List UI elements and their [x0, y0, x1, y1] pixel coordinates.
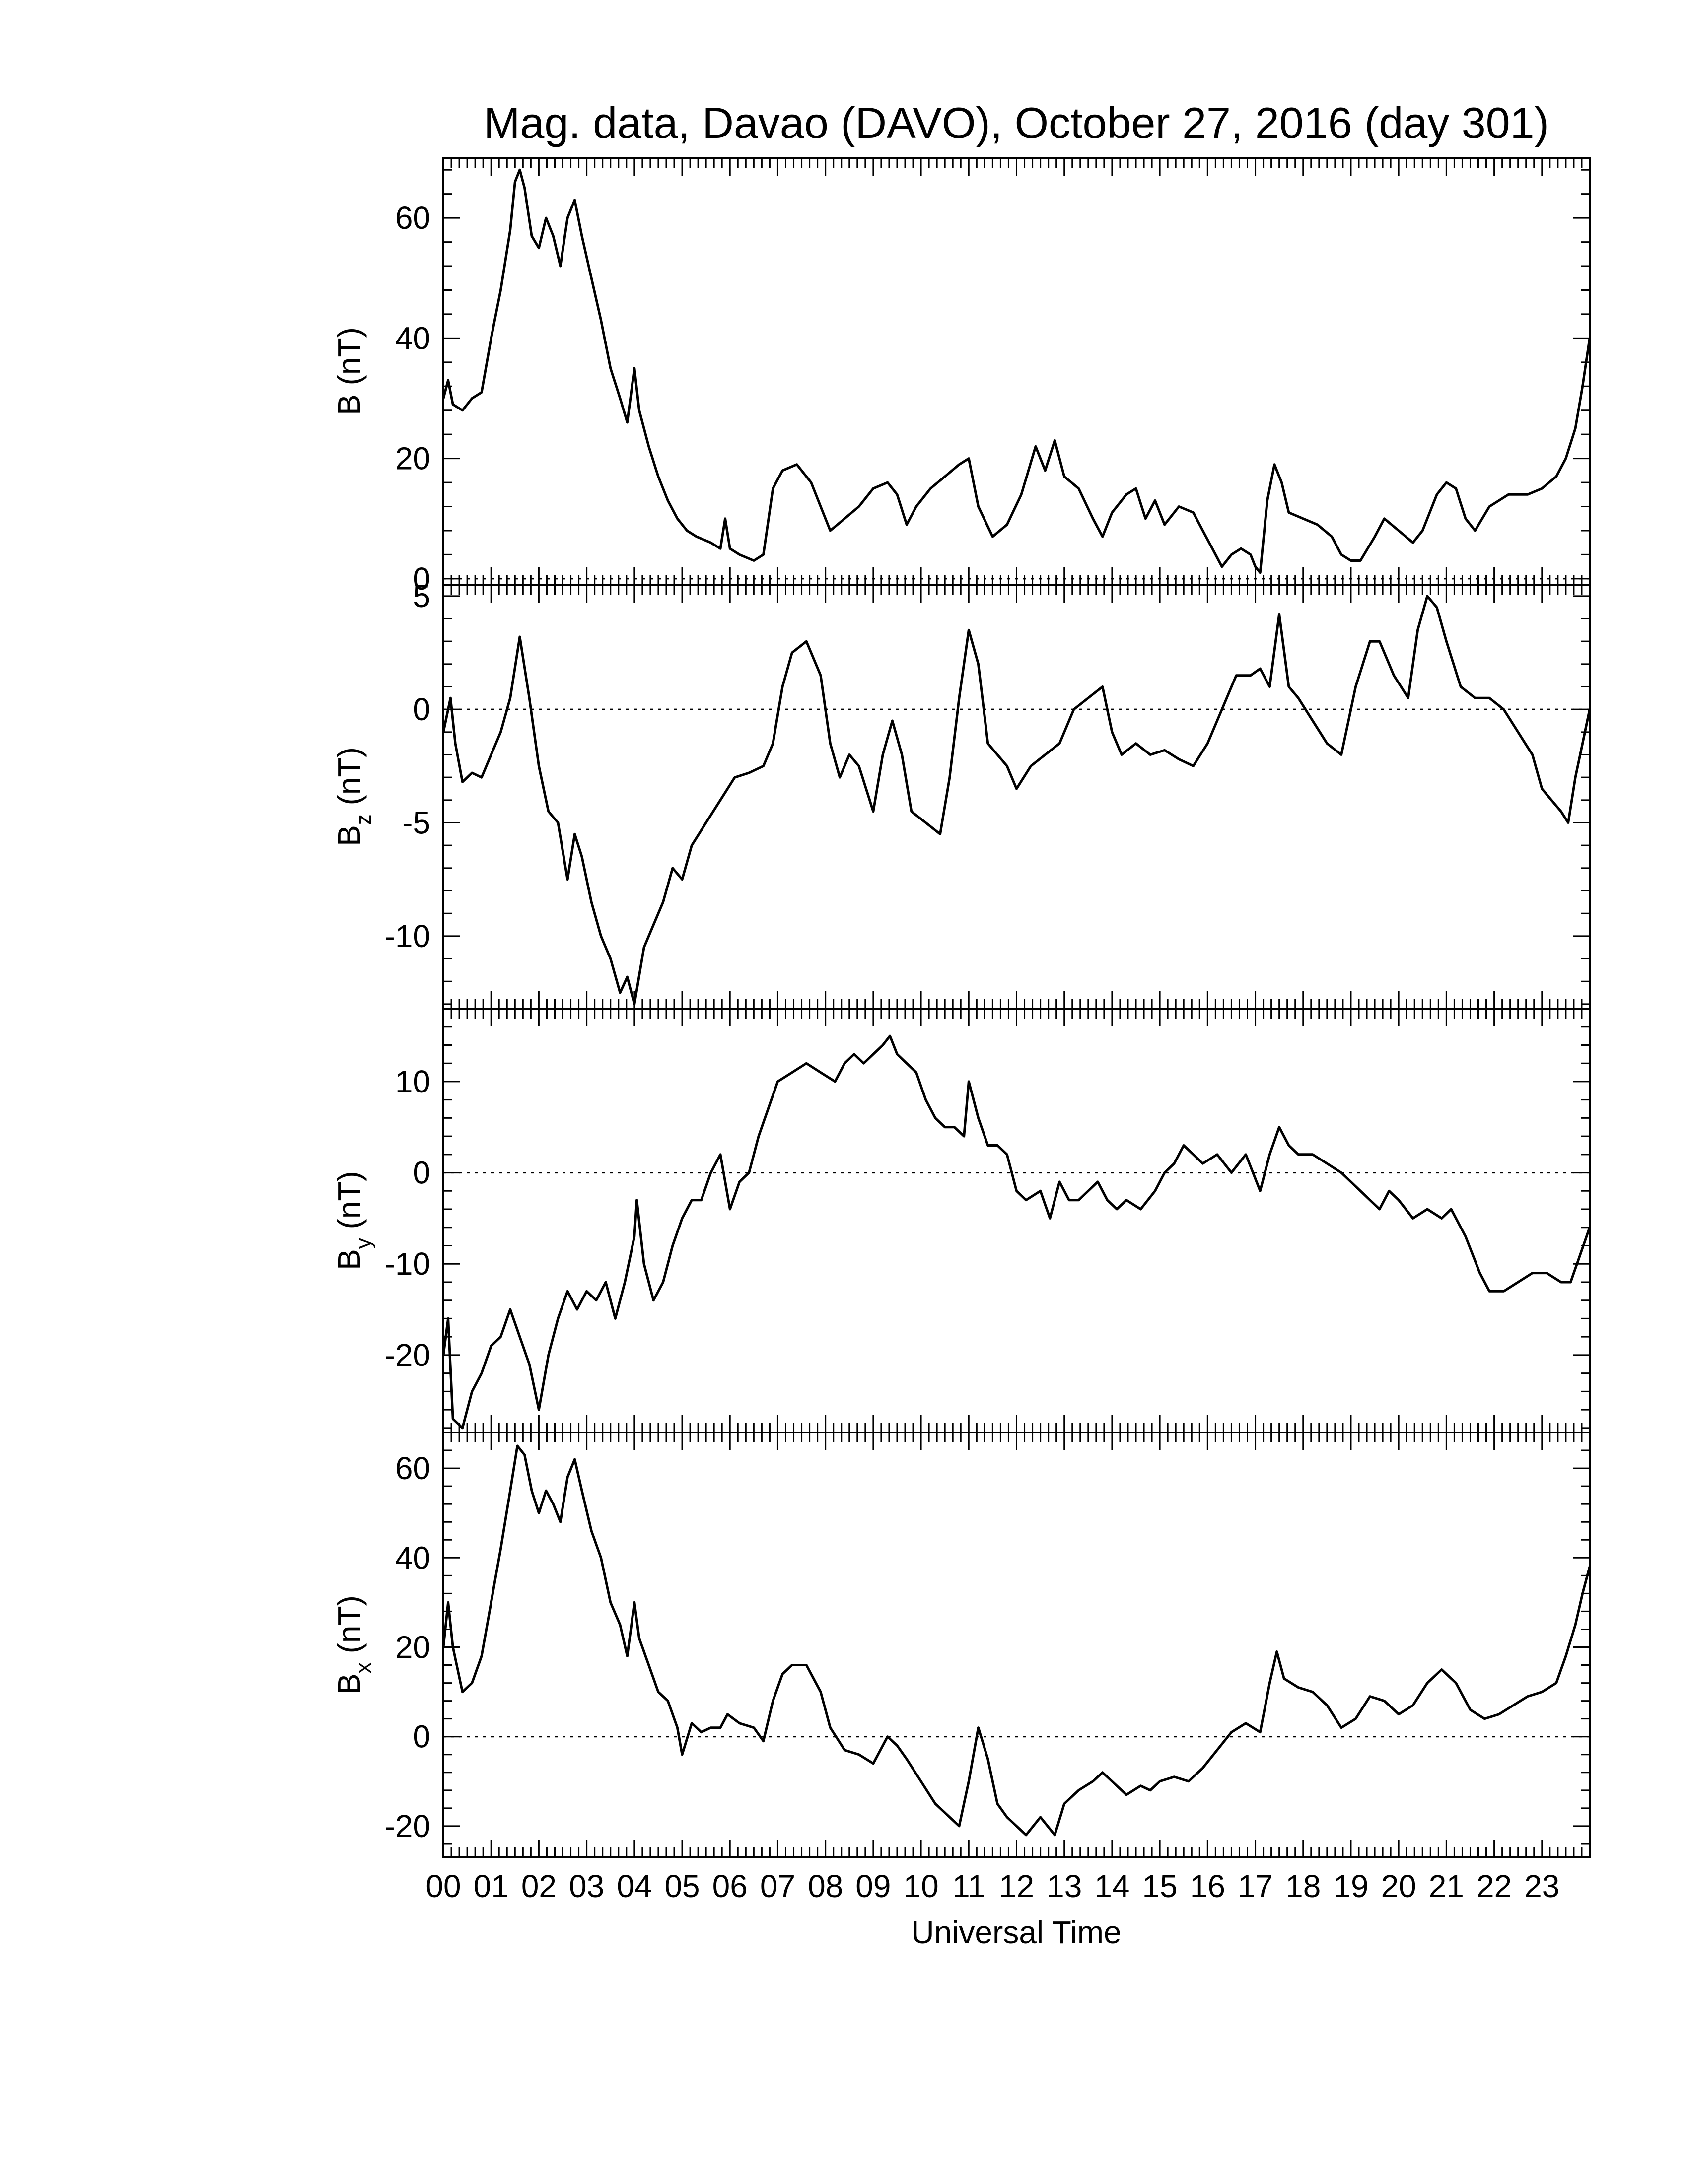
x-tick-label: 11	[952, 1868, 985, 1904]
y-tick-label: 0	[413, 691, 430, 727]
x-axis-tick-labels: 00 01 02 03 04 05 06 07 08 09 10 11 12 13 14 15 16 17 18 19…	[425, 1868, 1559, 1904]
panel-frame	[442, 157, 1591, 586]
panel-frame	[442, 584, 1591, 1010]
y-tick-label: 20	[395, 441, 430, 477]
x-tick-label: 15	[1142, 1868, 1178, 1904]
y-axis-label-bz: Bz (nT)	[331, 747, 376, 846]
x-tick-label: 06	[712, 1868, 748, 1904]
y-tick-label: 20	[395, 1630, 430, 1665]
x-tick-label: 13	[1047, 1868, 1082, 1904]
x-tick-label: 03	[569, 1868, 604, 1904]
y-tick-label: 0	[413, 1719, 430, 1755]
y-tick-label: -10	[385, 918, 431, 954]
y-axis-label-unit: (nT)	[331, 747, 367, 814]
y-tick-label: -20	[385, 1337, 431, 1373]
y-axis-label-bx: Bx (nT)	[331, 1595, 376, 1695]
x-tick-label: 10	[903, 1868, 938, 1904]
x-tick-label: 21	[1429, 1868, 1464, 1904]
y-tick-label: 60	[395, 200, 430, 236]
x-tick-label: 01	[474, 1868, 509, 1904]
y-axis-label-subscript: x	[352, 1662, 376, 1673]
y-axis-label-symbol: B	[331, 394, 367, 415]
y-axis-label-unit: (nT)	[331, 1171, 367, 1238]
y-tick-label: -10	[385, 1246, 431, 1282]
x-tick-label: 09	[855, 1868, 891, 1904]
y-axis-label-b: B (nT)	[331, 327, 367, 415]
x-tick-label: 04	[617, 1868, 652, 1904]
y-tick-label: 40	[395, 1540, 430, 1575]
y-tick-label: 0	[413, 1155, 430, 1191]
y-axis-label-unit: (nT)	[331, 327, 367, 394]
y-tick-label: 10	[395, 1064, 430, 1099]
panel-frame	[442, 1008, 1591, 1433]
x-tick-label: 07	[760, 1868, 795, 1904]
panel-b: 0 20 40 60 B (nT)	[331, 157, 1591, 597]
x-tick-label: 17	[1238, 1868, 1273, 1904]
panel-bz: -10 -5 0 5 Bz (nT)	[331, 578, 1591, 1010]
series-line-bx	[442, 1444, 1591, 1837]
panel-frame	[442, 1432, 1591, 1858]
x-tick-label: 16	[1190, 1868, 1225, 1904]
x-tick-label: 08	[808, 1868, 843, 1904]
y-tick-label: 60	[395, 1450, 430, 1486]
x-tick-label: 12	[999, 1868, 1034, 1904]
y-axis-label-symbol: B	[331, 1249, 367, 1270]
x-tick-label: 14	[1094, 1868, 1129, 1904]
series-line-by	[442, 1034, 1591, 1430]
series-line-b	[442, 168, 1591, 574]
series-line-bz	[442, 595, 1591, 1006]
y-tick-label: 5	[413, 578, 430, 614]
y-tick-label: 0	[413, 561, 430, 597]
y-axis-label-subscript: y	[352, 1238, 376, 1249]
y-axis-label-subscript: z	[352, 814, 376, 825]
y-axis-label-unit: (nT)	[331, 1595, 367, 1662]
panel-bx: -20 0 20 40 60 Bx (nT)	[331, 1432, 1591, 1858]
y-tick-label: -20	[385, 1808, 431, 1844]
x-tick-label: 02	[521, 1868, 557, 1904]
x-tick-label: 22	[1477, 1868, 1512, 1904]
x-tick-label: 23	[1524, 1868, 1559, 1904]
panel-by: -20 -10 0 10 By (nT)	[331, 1008, 1591, 1433]
x-tick-label: 20	[1381, 1868, 1416, 1904]
y-axis-label-symbol: B	[331, 1673, 367, 1695]
x-tick-label: 18	[1285, 1868, 1321, 1904]
chart-title: Mag. data, Davao (DAVO), October 27, 201…	[484, 98, 1549, 147]
y-tick-label: -5	[402, 805, 430, 841]
y-axis-label-by: By (nT)	[331, 1171, 376, 1270]
y-axis-label-symbol: B	[331, 825, 367, 846]
x-tick-label: 05	[664, 1868, 700, 1904]
x-tick-label: 00	[425, 1868, 461, 1904]
x-tick-label: 19	[1333, 1868, 1368, 1904]
x-axis-label: Universal Time	[911, 1914, 1121, 1950]
y-tick-label: 40	[395, 320, 430, 356]
